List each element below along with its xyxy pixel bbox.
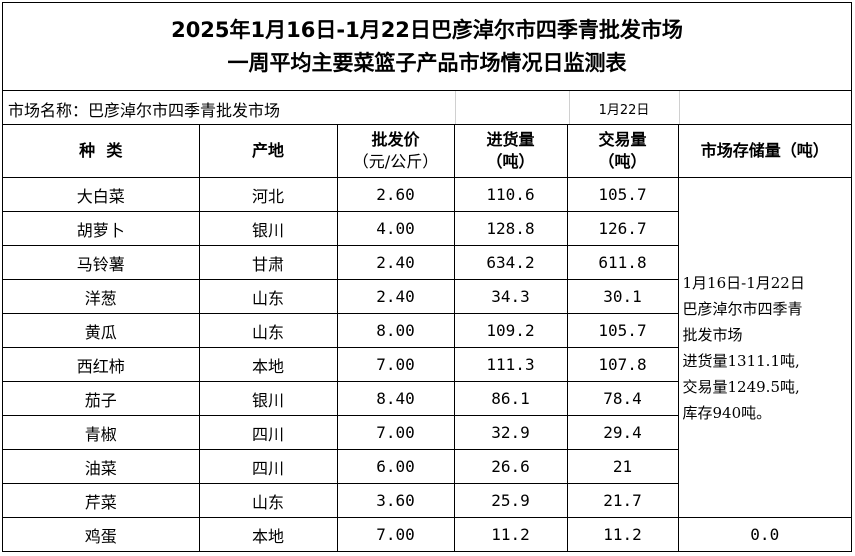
- storage-summary: 1月16日-1月22日 巴彦淖尔市四季青 批发市场 进货量1311.1吨, 交易…: [677, 177, 851, 518]
- product-name: 西红柿: [3, 347, 200, 382]
- title-line-2: 一周平均主要菜篮子产品市场情况日监测表: [227, 50, 627, 75]
- report-date: 1月22日: [598, 103, 650, 118]
- incoming-volume: 34.3: [453, 279, 568, 314]
- wholesale-price: 3.60: [336, 483, 455, 518]
- product-name: 芹菜: [3, 483, 200, 518]
- wholesale-price: 2.40: [336, 279, 455, 314]
- cell-divider: [569, 91, 570, 124]
- product-name: 青椒: [3, 415, 200, 450]
- incoming-volume: 111.3: [453, 347, 568, 382]
- table-row: 洋葱 山东 2.40 34.3 30.1: [3, 279, 851, 314]
- product-name: 洋葱: [3, 279, 200, 314]
- product-origin: 甘肃: [198, 245, 338, 280]
- traded-volume: 105.7: [566, 177, 679, 212]
- wholesale-price: 7.00: [336, 517, 455, 551]
- incoming-volume: 128.8: [453, 211, 568, 246]
- incoming-volume: 25.9: [453, 483, 568, 518]
- header-price-line1: 批发价: [371, 130, 420, 149]
- traded-volume: 78.4: [566, 381, 678, 416]
- header-storage: 市场存储量（吨）: [677, 125, 851, 178]
- table-row: 胡萝卜 银川 4.00 128.8 126.7: [3, 211, 851, 246]
- traded-volume: 107.8: [566, 347, 678, 382]
- storage-summary-line: 批发市场: [682, 325, 743, 344]
- traded-volume: 105.7: [566, 313, 678, 348]
- header-traded-line1: 交易量: [598, 130, 647, 149]
- storage-summary-line: 1月16日-1月22日: [682, 273, 805, 292]
- product-origin: 山东: [198, 279, 338, 314]
- incoming-volume: 86.1: [453, 381, 568, 416]
- table-header-row: 种 类 产地 批发价 （元/公斤） 进货量 （吨） 交易量 （吨） 市场存储量（…: [3, 125, 851, 178]
- product-name: 黄瓜: [3, 313, 200, 348]
- report-title: 2025年1月16日-1月22日巴彦淖尔市四季青批发市场 一周平均主要菜篮子产品…: [3, 3, 851, 91]
- traded-volume: 126.7: [566, 211, 678, 246]
- storage-value: 0.0: [677, 517, 851, 551]
- wholesale-price: 2.40: [336, 245, 455, 280]
- product-origin: 银川: [198, 381, 338, 416]
- table-row: 芹菜 山东 3.60 25.9 21.7: [3, 483, 851, 518]
- cell-divider: [455, 91, 456, 124]
- storage-summary-line: 进货量1311.1吨,: [682, 351, 800, 370]
- market-info-row: 市场名称：巴彦淖尔市四季青批发市场 1月22日: [3, 91, 851, 125]
- incoming-volume: 634.2: [453, 245, 568, 280]
- table-row: 西红柿 本地 7.00 111.3 107.8: [3, 347, 851, 382]
- header-kind: 种 类: [3, 125, 200, 178]
- product-origin: 银川: [198, 211, 338, 246]
- header-incoming-line2: （吨）: [486, 152, 535, 171]
- wholesale-price: 6.00: [336, 449, 455, 484]
- product-name: 茄子: [3, 381, 200, 416]
- header-traded-line2: （吨）: [598, 152, 647, 171]
- product-origin: 山东: [198, 313, 338, 348]
- wholesale-price: 8.40: [336, 381, 455, 416]
- incoming-volume: 26.6: [453, 449, 568, 484]
- product-name: 马铃薯: [3, 245, 200, 280]
- incoming-volume: 110.6: [453, 177, 568, 212]
- wholesale-price: 8.00: [336, 313, 455, 348]
- incoming-volume: 109.2: [453, 313, 568, 348]
- header-incoming: 进货量 （吨）: [453, 125, 568, 178]
- traded-volume: 29.4: [566, 415, 678, 450]
- traded-volume: 30.1: [566, 279, 678, 314]
- traded-volume: 21: [566, 449, 678, 484]
- table-row: 大白菜 河北 2.60 110.6 105.7 1月16日-1月22日 巴彦淖尔…: [3, 177, 851, 518]
- product-name: 大白菜: [3, 177, 200, 212]
- product-origin: 本地: [198, 347, 338, 382]
- traded-volume: 611.8: [566, 245, 678, 280]
- storage-summary-line: 巴彦淖尔市四季青: [682, 299, 803, 318]
- product-name: 油菜: [3, 449, 200, 484]
- incoming-volume: 32.9: [453, 415, 568, 450]
- traded-volume: 11.2: [566, 517, 679, 551]
- product-origin: 河北: [198, 177, 338, 212]
- wholesale-price: 7.00: [336, 415, 455, 450]
- product-origin: 山东: [198, 483, 338, 518]
- product-name: 鸡蛋: [3, 517, 200, 551]
- table-row: 鸡蛋 本地 7.00 11.2 11.2 0.0: [3, 517, 851, 551]
- cell-divider: [679, 91, 680, 124]
- storage-summary-line: 库存940吨。: [682, 403, 772, 422]
- product-origin: 四川: [198, 449, 338, 484]
- produce-table: 种 类 产地 批发价 （元/公斤） 进货量 （吨） 交易量 （吨） 市场存储量（…: [3, 125, 851, 551]
- header-origin: 产地: [198, 125, 338, 178]
- table-row: 油菜 四川 6.00 26.6 21: [3, 449, 851, 484]
- header-incoming-line1: 进货量: [486, 130, 535, 149]
- wholesale-price: 2.60: [336, 177, 455, 212]
- wholesale-price: 7.00: [336, 347, 455, 382]
- header-traded: 交易量 （吨）: [566, 125, 679, 178]
- product-name: 胡萝卜: [3, 211, 200, 246]
- header-price-line2: （元/公斤）: [352, 152, 439, 171]
- table-row: 青椒 四川 7.00 32.9 29.4: [3, 415, 851, 450]
- storage-summary-line: 交易量1249.5吨,: [682, 377, 800, 396]
- traded-volume: 21.7: [566, 483, 678, 518]
- product-origin: 四川: [198, 415, 338, 450]
- title-line-1: 2025年1月16日-1月22日巴彦淖尔市四季青批发市场: [171, 17, 683, 42]
- header-price: 批发价 （元/公斤）: [336, 125, 455, 178]
- wholesale-price: 4.00: [336, 211, 455, 246]
- market-name: 市场名称：巴彦淖尔市四季青批发市场: [8, 101, 281, 120]
- product-origin: 本地: [198, 517, 338, 551]
- incoming-volume: 11.2: [453, 517, 568, 551]
